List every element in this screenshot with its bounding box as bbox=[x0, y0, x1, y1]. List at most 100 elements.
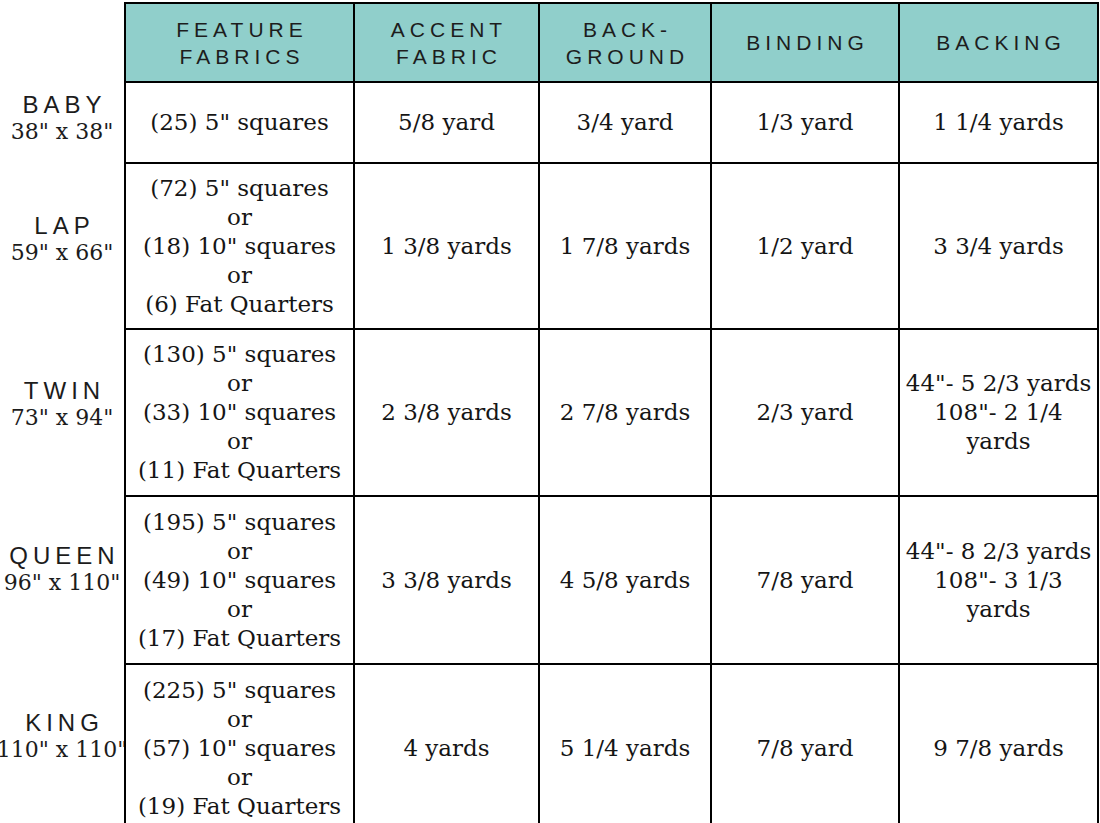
cell-line: or bbox=[126, 427, 353, 456]
cell-line: (18) 10" squares bbox=[126, 232, 353, 261]
size-dimensions: 110" x 110" bbox=[0, 736, 127, 764]
cell-background: 4 5/8 yards bbox=[539, 496, 711, 664]
cell-feature-fabrics: (72) 5" squaresor(18) 10" squaresor(6) F… bbox=[125, 163, 354, 329]
table-row: (25) 5" squares5/8 yard3/4 yard1/3 yard1… bbox=[125, 82, 1098, 163]
cell-line: 3 3/4 yards bbox=[900, 232, 1097, 261]
cell-background: 5 1/4 yards bbox=[539, 664, 711, 823]
size-label-queen: QUEEN96" x 110" bbox=[0, 487, 124, 653]
cell-accent-fabric: 5/8 yard bbox=[354, 82, 539, 163]
cell-line: 2 3/8 yards bbox=[355, 398, 538, 427]
column-header-line: FEATURE bbox=[126, 16, 353, 43]
cell-line: (225) 5" squares bbox=[126, 676, 353, 705]
cell-binding: 1/2 yard bbox=[711, 163, 899, 329]
cell-line: 44"- 5 2/3 yards bbox=[900, 369, 1097, 398]
cell-line: or bbox=[126, 595, 353, 624]
cell-line: 7/8 yard bbox=[712, 734, 898, 763]
size-label-king: KING110" x 110" bbox=[0, 653, 124, 820]
cell-line: 2/3 yard bbox=[712, 398, 898, 427]
size-label-twin: TWIN73" x 94" bbox=[0, 322, 124, 487]
size-label-column: BABY38" x 38"LAP59" x 66"TWIN73" x 94"QU… bbox=[0, 0, 124, 823]
cell-line: 7/8 yard bbox=[712, 566, 898, 595]
cell-line: 4 5/8 yards bbox=[540, 566, 710, 595]
cell-background: 2 7/8 yards bbox=[539, 329, 711, 496]
cell-line: 5 1/4 yards bbox=[540, 734, 710, 763]
column-header-line: FABRIC bbox=[355, 43, 538, 70]
table-body: (25) 5" squares5/8 yard3/4 yard1/3 yard1… bbox=[125, 82, 1098, 823]
cell-feature-fabrics: (195) 5" squaresor(49) 10" squaresor(17)… bbox=[125, 496, 354, 664]
quilt-fabric-requirements-page: BABY38" x 38"LAP59" x 66"TWIN73" x 94"QU… bbox=[0, 0, 1100, 823]
size-name: LAP bbox=[29, 213, 94, 239]
table-row: (225) 5" squaresor(57) 10" squaresor(19)… bbox=[125, 664, 1098, 823]
cell-line: 2 7/8 yards bbox=[540, 398, 710, 427]
cell-backing: 44"- 8 2/3 yards108"- 3 1/3 yards bbox=[899, 496, 1098, 664]
cell-accent-fabric: 1 3/8 yards bbox=[354, 163, 539, 329]
cell-backing: 44"- 5 2/3 yards108"- 2 1/4 yards bbox=[899, 329, 1098, 496]
cell-backing: 3 3/4 yards bbox=[899, 163, 1098, 329]
cell-accent-fabric: 4 yards bbox=[354, 664, 539, 823]
cell-line: (25) 5" squares bbox=[126, 108, 353, 137]
cell-feature-fabrics: (130) 5" squaresor(33) 10" squaresor(11)… bbox=[125, 329, 354, 496]
column-header-line: BACK- bbox=[540, 16, 710, 43]
cell-line: or bbox=[126, 763, 353, 792]
size-dimensions: 59" x 66" bbox=[11, 239, 114, 267]
cell-line: (49) 10" squares bbox=[126, 566, 353, 595]
column-header-accent_fabric: ACCENTFABRIC bbox=[354, 3, 539, 82]
cell-line: (195) 5" squares bbox=[126, 508, 353, 537]
cell-feature-fabrics: (225) 5" squaresor(57) 10" squaresor(19)… bbox=[125, 664, 354, 823]
cell-line: 44"- 8 2/3 yards bbox=[900, 537, 1097, 566]
cell-line: (33) 10" squares bbox=[126, 398, 353, 427]
cell-line: (57) 10" squares bbox=[126, 734, 353, 763]
cell-accent-fabric: 3 3/8 yards bbox=[354, 496, 539, 664]
table-row: (195) 5" squaresor(49) 10" squaresor(17)… bbox=[125, 496, 1098, 664]
cell-line: 1 7/8 yards bbox=[540, 232, 710, 261]
table-row: (130) 5" squaresor(33) 10" squaresor(11)… bbox=[125, 329, 1098, 496]
cell-line: 3/4 yard bbox=[540, 108, 710, 137]
column-header-backing: BACKING bbox=[899, 3, 1098, 82]
cell-line: (72) 5" squares bbox=[126, 174, 353, 203]
column-header-line: BINDING bbox=[712, 29, 898, 56]
fabric-requirements-table: FEATUREFABRICSACCENTFABRICBACK-GROUNDBIN… bbox=[124, 2, 1099, 823]
column-header-binding: BINDING bbox=[711, 3, 899, 82]
cell-line: 1/2 yard bbox=[712, 232, 898, 261]
cell-line: (17) Fat Quarters bbox=[126, 624, 353, 653]
column-header-line: GROUND bbox=[540, 43, 710, 70]
cell-background: 1 7/8 yards bbox=[539, 163, 711, 329]
cell-backing: 9 7/8 yards bbox=[899, 664, 1098, 823]
cell-line: (6) Fat Quarters bbox=[126, 290, 353, 319]
cell-background: 3/4 yard bbox=[539, 82, 711, 163]
table-header: FEATUREFABRICSACCENTFABRICBACK-GROUNDBIN… bbox=[125, 3, 1098, 82]
cell-line: 108"- 2 1/4 yards bbox=[900, 398, 1097, 456]
cell-line: (130) 5" squares bbox=[126, 340, 353, 369]
size-name: BABY bbox=[17, 92, 106, 118]
cell-line: (11) Fat Quarters bbox=[126, 456, 353, 485]
size-label-lap: LAP59" x 66" bbox=[0, 158, 124, 322]
cell-line: (19) Fat Quarters bbox=[126, 792, 353, 821]
size-name: KING bbox=[20, 710, 104, 736]
column-header-background: BACK-GROUND bbox=[539, 3, 711, 82]
cell-line: or bbox=[126, 369, 353, 398]
cell-accent-fabric: 2 3/8 yards bbox=[354, 329, 539, 496]
cell-binding: 2/3 yard bbox=[711, 329, 899, 496]
cell-backing: 1 1/4 yards bbox=[899, 82, 1098, 163]
cell-binding: 7/8 yard bbox=[711, 496, 899, 664]
cell-line: or bbox=[126, 203, 353, 232]
cell-line: 9 7/8 yards bbox=[900, 734, 1097, 763]
cell-line: 108"- 3 1/3 yards bbox=[900, 566, 1097, 624]
size-dimensions: 38" x 38" bbox=[11, 118, 114, 146]
cell-line: 1 3/8 yards bbox=[355, 232, 538, 261]
cell-line: 1 1/4 yards bbox=[900, 108, 1097, 137]
size-dimensions: 73" x 94" bbox=[11, 404, 114, 432]
size-name: TWIN bbox=[19, 378, 105, 404]
cell-feature-fabrics: (25) 5" squares bbox=[125, 82, 354, 163]
size-dimensions: 96" x 110" bbox=[4, 569, 121, 597]
size-name: QUEEN bbox=[4, 543, 119, 569]
size-label-baby: BABY38" x 38" bbox=[0, 79, 124, 158]
cell-line: 4 yards bbox=[355, 734, 538, 763]
column-header-feature_fabrics: FEATUREFABRICS bbox=[125, 3, 354, 82]
cell-binding: 7/8 yard bbox=[711, 664, 899, 823]
cell-line: or bbox=[126, 705, 353, 734]
column-header-line: FABRICS bbox=[126, 43, 353, 70]
table-row: (72) 5" squaresor(18) 10" squaresor(6) F… bbox=[125, 163, 1098, 329]
header-row: FEATUREFABRICSACCENTFABRICBACK-GROUNDBIN… bbox=[125, 3, 1098, 82]
column-header-line: ACCENT bbox=[355, 16, 538, 43]
